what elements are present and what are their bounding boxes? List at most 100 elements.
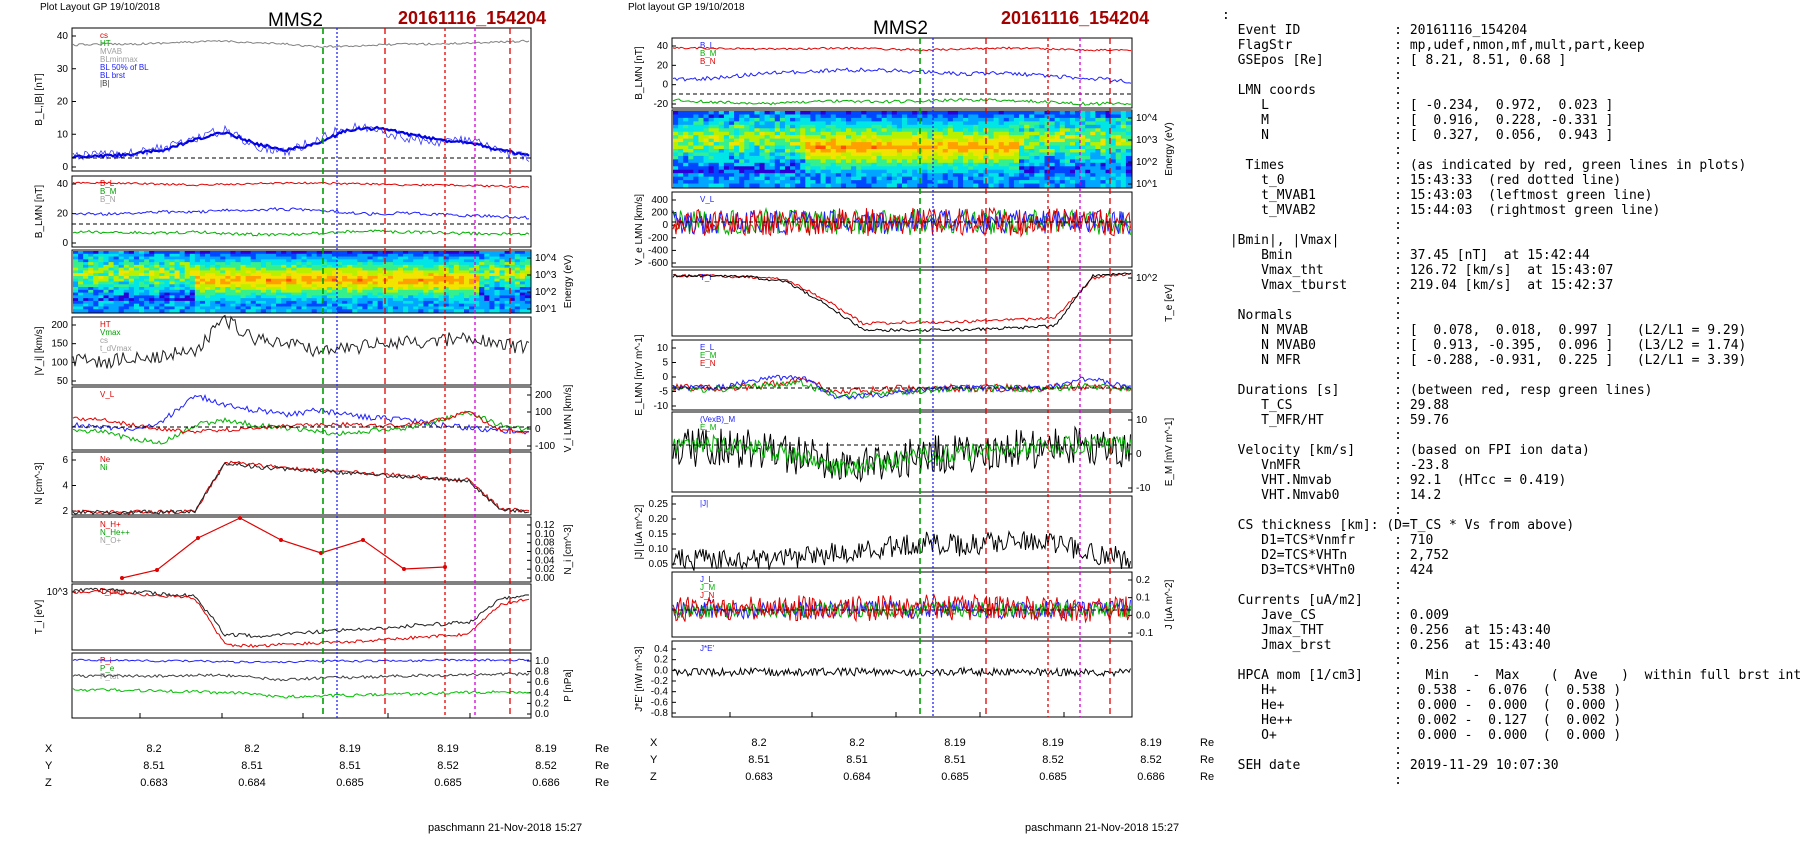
spectrogram-cell [387, 306, 394, 310]
spectrogram-cell [291, 262, 297, 266]
spectrogram-cell [118, 300, 125, 305]
spectrogram-cell [184, 281, 191, 285]
spectrogram-cell [881, 166, 888, 171]
spectrogram-cell [139, 289, 145, 294]
spectrogram-cell [301, 273, 308, 277]
spectrogram-cell [108, 273, 115, 277]
spectrogram-cell [215, 253, 221, 258]
spectrogram-cell [713, 117, 720, 122]
spectrogram-cell [504, 270, 511, 274]
spectrogram-cell [387, 262, 394, 266]
spectrogram-cell [1024, 176, 1030, 181]
spectrogram-cell [952, 155, 959, 160]
spectrogram-cell [194, 289, 201, 294]
spectrogram-cell [1120, 149, 1127, 153]
spectrogram-cell [856, 183, 862, 188]
spectrogram-cell [154, 309, 160, 313]
spectrogram-cell [210, 309, 216, 313]
spectrogram-cell [957, 124, 964, 129]
spectrogram-cell [774, 114, 781, 119]
spectrogram-cell [718, 138, 725, 143]
spectrogram-cell [474, 292, 480, 296]
spectrogram-cell [779, 138, 786, 143]
coord-label: Y [650, 753, 658, 766]
spectrogram-cell [413, 306, 419, 310]
spectrogram-cell [1095, 155, 1101, 160]
spectrogram-cell [1024, 149, 1030, 153]
spectrogram-cell [1100, 176, 1107, 181]
spectrogram-cell [728, 145, 735, 150]
spectrogram-cell [230, 253, 236, 258]
spectrogram-cell [494, 281, 501, 285]
spectrogram-cell [1125, 180, 1132, 185]
spectrogram-cell [504, 281, 511, 285]
spectrogram-cell [978, 117, 984, 122]
spectrogram-cell [1013, 117, 1020, 122]
spectrogram-cell [861, 121, 867, 126]
spectrogram-cell [199, 300, 206, 305]
spectrogram-cell [113, 270, 120, 274]
spectrogram-cell [118, 259, 125, 263]
spectrogram-cell [784, 149, 791, 153]
spectrogram-cell [230, 281, 236, 285]
spectrogram-cell [963, 128, 969, 133]
spectrogram-cell [367, 264, 374, 269]
spectrogram-cell [922, 145, 928, 150]
spectrogram-cell [494, 309, 501, 313]
spectrogram-cell [1105, 173, 1112, 178]
spectrogram-cell [744, 121, 750, 126]
spectrogram-cell [210, 306, 216, 310]
spectrogram-cell [474, 309, 480, 313]
spectrogram-cell [784, 180, 791, 185]
spectrogram-cell [225, 284, 231, 288]
legend-entry: P_e [100, 664, 115, 673]
y-tick-label: 20 [657, 60, 669, 71]
spectrogram-cell [321, 306, 328, 310]
spectrogram-cell [331, 298, 338, 302]
spectrogram-cell [795, 183, 801, 188]
spectrogram-cell [881, 183, 888, 188]
legend-entry: |J| [700, 499, 708, 508]
spectrogram-cell [774, 176, 781, 181]
spectrogram-cell [108, 295, 115, 299]
spectrogram-cell [1075, 124, 1081, 129]
spectrogram-cell [734, 142, 740, 147]
spectrogram-cell [509, 298, 516, 302]
spectrogram-cell [230, 273, 236, 277]
spectrogram-cell [1125, 159, 1132, 164]
spectrogram-cell [215, 259, 221, 263]
spectrogram-cell [1044, 169, 1051, 174]
spectrogram-cell [179, 262, 186, 266]
spectrogram-cell [286, 270, 292, 274]
spectrogram-cell [820, 111, 827, 115]
spectrogram-cell [673, 155, 679, 160]
spectrogram-cell [1085, 152, 1091, 157]
spectrogram-cell [281, 267, 287, 271]
spectrogram-cell [886, 166, 893, 171]
spectrogram-cell [463, 309, 470, 313]
spectrogram-cell [1049, 142, 1056, 147]
spectrogram-cell [362, 281, 369, 285]
spectrogram-cell [963, 124, 969, 129]
spectrogram-cell [963, 162, 969, 167]
spectrogram-cell [922, 114, 928, 119]
spectrogram-cell [484, 306, 490, 310]
spectrogram-cell [673, 138, 679, 143]
spectrogram-cell [474, 295, 480, 299]
legend-entry: cs [100, 336, 108, 345]
spectrogram-cell [693, 162, 699, 167]
spectrogram-cell [866, 149, 872, 153]
spectrogram-cell [352, 306, 358, 310]
summary-line: : [1222, 8, 1230, 23]
spectrogram-cell [392, 256, 399, 260]
spectrogram-cell [1090, 142, 1096, 147]
spectrogram-cell [779, 121, 786, 126]
spectrogram-cell [235, 309, 242, 313]
spectrogram-cell [917, 142, 923, 147]
spectrogram-cell [413, 298, 419, 302]
spectrogram-cell [866, 159, 872, 164]
spectrogram-cell [851, 162, 857, 167]
spectrogram-cell [392, 270, 399, 274]
spectrogram-cell [774, 121, 781, 126]
spectrogram-cell [474, 253, 480, 258]
